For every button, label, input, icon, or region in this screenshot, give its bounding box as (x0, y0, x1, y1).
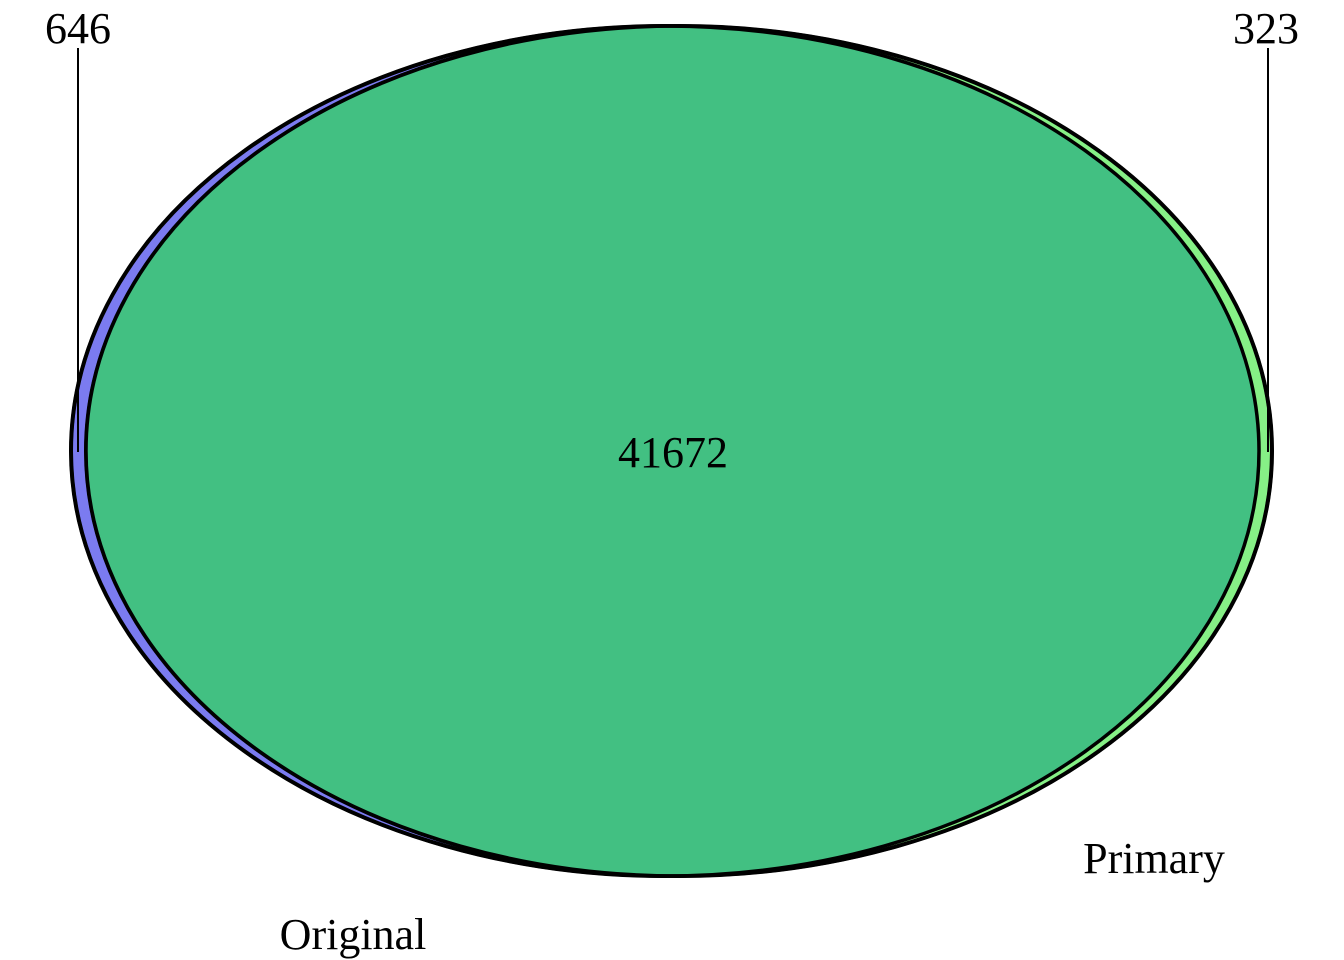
intersection-count: 41672 (618, 428, 728, 477)
set-primary-label: Primary (1083, 834, 1225, 883)
intersection-region (86, 26, 1259, 876)
set-primary-outline (84, 24, 1274, 878)
set-original-label: Original (280, 910, 427, 959)
original-only-count: 646 (45, 4, 111, 53)
primary-only-count: 323 (1233, 4, 1299, 53)
